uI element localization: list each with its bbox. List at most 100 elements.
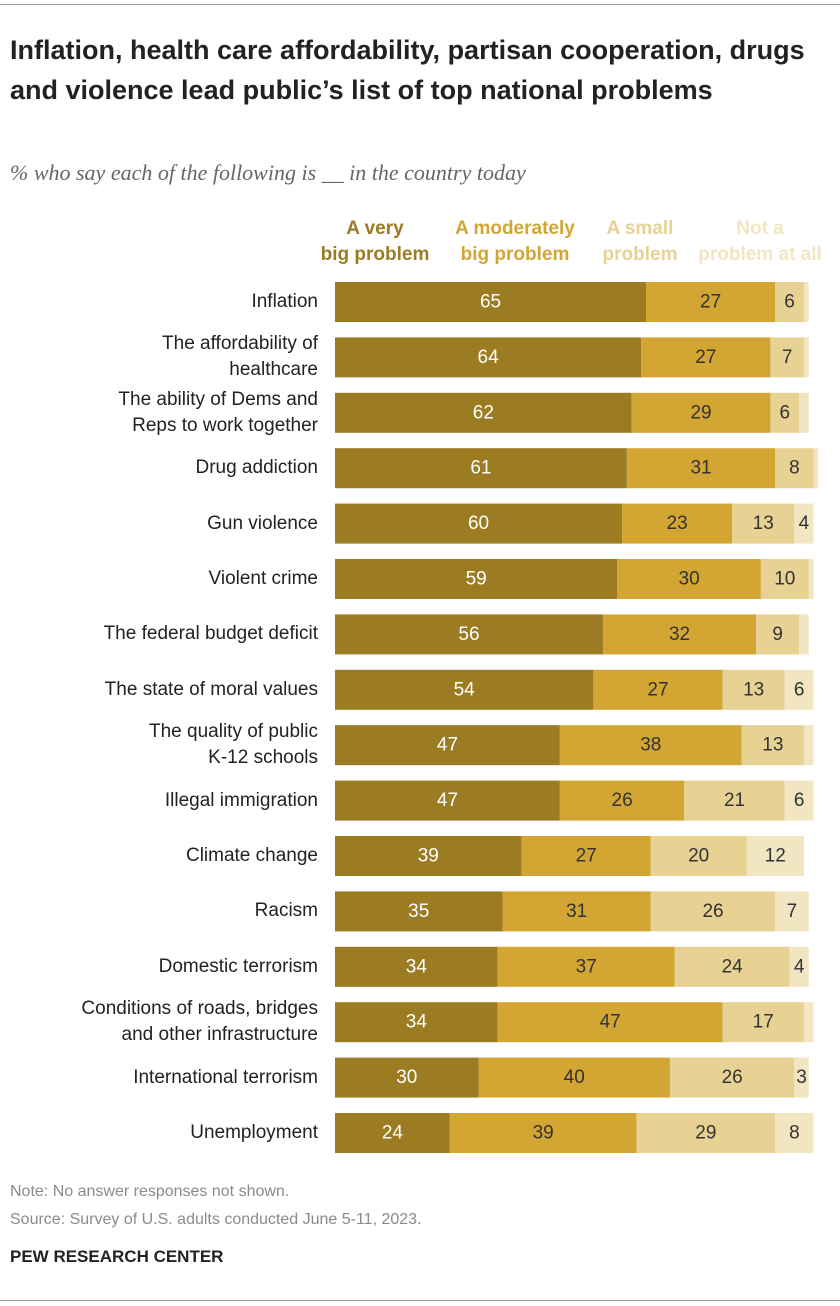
legend-entry: Not a problem at all [698, 218, 822, 265]
bar-segment [784, 780, 814, 821]
category-label: Gun violence [207, 512, 318, 534]
data-label: 21 [724, 790, 745, 811]
data-label: 54 [454, 679, 476, 700]
data-label: 35 [408, 901, 429, 922]
data-label: 30 [679, 569, 700, 590]
bar-segment [775, 448, 814, 489]
credit: PEW RESEARCH CENTER [10, 1247, 224, 1266]
data-label: 24 [722, 956, 744, 977]
bar-segment [794, 1057, 809, 1098]
data-label: 27 [647, 679, 668, 700]
legend-entry: A very big problem [320, 218, 430, 265]
data-label: 3 [796, 1067, 807, 1088]
data-label: 37 [576, 956, 597, 977]
bar-segment [674, 946, 790, 987]
bar-segment [335, 282, 647, 322]
data-label: 59 [466, 569, 487, 590]
chart-title: Inflation, health care affordability, pa… [10, 35, 805, 105]
bar-segment [803, 282, 809, 322]
data-label: 23 [667, 513, 688, 534]
bar-segment [335, 614, 603, 655]
bar-segment [770, 392, 800, 433]
data-label: 39 [533, 1123, 554, 1144]
data-label: 47 [437, 790, 458, 811]
data-label: 34 [406, 956, 428, 977]
data-label: 39 [418, 846, 439, 867]
bar-segment [746, 836, 804, 876]
bar-segment [756, 614, 800, 655]
data-label: 4 [794, 956, 805, 977]
data-label: 24 [382, 1123, 404, 1144]
chart-subtitle: % who say each of the following is __ in… [10, 160, 526, 185]
data-label: 27 [700, 292, 721, 313]
data-label: 60 [468, 513, 489, 534]
category-label: Drug addiction [195, 457, 318, 479]
category-label: Illegal immigration [164, 789, 318, 811]
category-label: Violent crime [208, 568, 318, 589]
data-label: 32 [669, 624, 690, 645]
bar-segment [335, 1113, 450, 1153]
bar-segment [335, 392, 632, 433]
top-rule [0, 4, 840, 5]
bar-segment [335, 503, 623, 544]
bar-segment [593, 669, 723, 710]
data-label: 13 [762, 735, 783, 756]
bar-segment [335, 1057, 479, 1098]
bar-segment [626, 448, 776, 489]
bar-segment [335, 448, 627, 489]
data-label: 26 [702, 901, 723, 922]
data-label: 6 [794, 790, 805, 811]
bar-segment [559, 780, 685, 821]
bar-segment [335, 725, 560, 766]
data-label: 47 [600, 1012, 621, 1033]
data-label: 10 [774, 569, 795, 590]
bar-segment [335, 891, 503, 932]
data-label: 26 [612, 790, 633, 811]
bar-segment [803, 1002, 814, 1043]
category-label: Racism [254, 900, 318, 922]
bar-segment [775, 1113, 814, 1153]
bar-segment [497, 946, 675, 987]
category-label: The ability of Dems and Reps to work tog… [118, 388, 318, 436]
category-label: The affordability of healthcare [162, 333, 318, 381]
note: Note: No answer responses not shown. [10, 1183, 290, 1200]
category-label: The federal budget deficit [103, 623, 318, 645]
data-label: 61 [470, 458, 491, 479]
data-label: 27 [576, 846, 597, 867]
bar-segment [335, 669, 594, 710]
data-label: 8 [789, 458, 800, 479]
data-label: 65 [480, 292, 501, 313]
data-label: 40 [564, 1067, 585, 1088]
bar-segment [669, 1057, 795, 1098]
data-label: 31 [566, 901, 587, 922]
bar-segment [650, 891, 776, 932]
data-label: 47 [437, 735, 458, 756]
data-label: 26 [722, 1067, 743, 1088]
data-label: 7 [782, 347, 793, 368]
data-label: 6 [794, 679, 805, 700]
bar-segment [803, 337, 809, 378]
bar-segment [521, 836, 651, 876]
data-label: 31 [690, 458, 711, 479]
category-label: Domestic terrorism [158, 955, 318, 977]
bar-segment [641, 337, 771, 378]
bar-segment [732, 503, 795, 544]
data-label: 30 [396, 1067, 417, 1088]
bar-segment [775, 891, 809, 932]
bar-segment [789, 946, 809, 987]
data-label: 20 [688, 846, 709, 867]
bar-segment [335, 337, 642, 378]
data-label: 8 [789, 1123, 800, 1144]
bar-segment [602, 614, 757, 655]
bar-segment [803, 725, 814, 766]
bar-segment [784, 669, 814, 710]
data-label: 27 [695, 347, 716, 368]
legend-entry: A moderately big problem [455, 218, 575, 265]
bar-segment [770, 337, 804, 378]
category-label: Unemployment [190, 1122, 318, 1143]
source: Source: Survey of U.S. adults conducted … [10, 1211, 422, 1228]
bar-segment [741, 725, 804, 766]
data-label: 12 [765, 846, 786, 867]
bar-segment [646, 282, 776, 322]
